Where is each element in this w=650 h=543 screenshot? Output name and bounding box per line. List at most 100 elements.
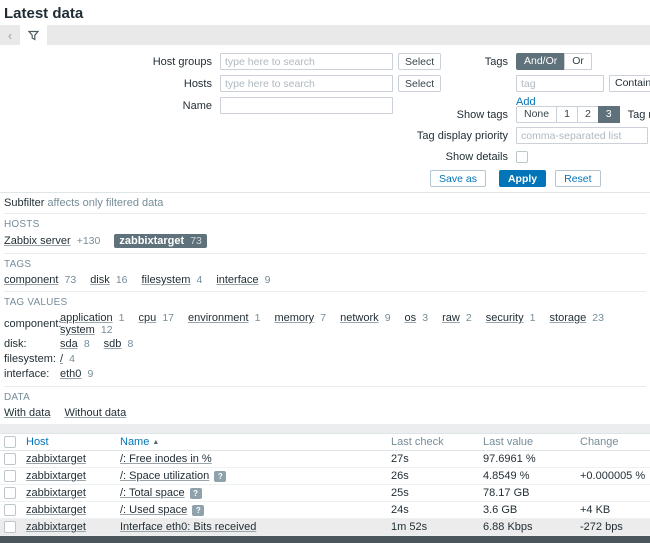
filter-tabstrip: ‹ [0,25,650,45]
subfilter-data-section: DATA With data Without data [4,387,646,424]
subfilter-tag-value-item[interactable]: raw 2 [442,312,472,324]
subfilter-tag-value-link[interactable]: os [404,312,417,324]
row-checkbox[interactable] [4,487,16,499]
subfilter-tag-value-link[interactable]: cpu [138,312,157,324]
host-link[interactable]: zabbixtarget [26,504,86,516]
show-tags-option[interactable]: 1 [556,106,578,123]
save-as-button[interactable]: Save as [430,170,486,187]
item-name-link[interactable]: /: Space utilization [120,470,210,482]
subfilter-tag-item[interactable]: interface 9 [216,274,270,286]
show-tags-option[interactable]: None [516,106,558,123]
subfilter-tag-link[interactable]: disk [90,274,110,286]
column-header-last-check: Last check [391,436,444,448]
subfilter-tag-link[interactable]: filesystem [141,274,191,286]
tag-value-row-filesystem: filesystem: / 4 [4,351,646,366]
show-tags-option[interactable]: 2 [576,106,599,123]
subfilter-tag-value-link[interactable]: / [60,352,64,365]
subfilter-tag-value-item[interactable]: storage 23 [550,312,604,324]
subfilter-tag-link[interactable]: interface [216,274,259,286]
subfilter-data-link[interactable]: Without data [64,407,127,419]
subfilter-tag-value-item[interactable]: system 12 [60,324,113,336]
subfilter-tag-value-item[interactable]: os 3 [405,312,429,324]
tags-operator-option[interactable]: Or [564,53,592,70]
apply-button[interactable]: Apply [498,170,547,187]
select-all-checkbox[interactable] [4,436,16,448]
subfilter-tag-value-link[interactable]: raw [442,312,460,324]
tag-value-row-component: component: application 1 cpu 17 environm… [4,312,646,336]
subfilter-tag-value-link[interactable]: memory [274,312,315,324]
tab-filter[interactable] [20,25,47,45]
show-details-checkbox[interactable] [516,150,528,163]
row-checkbox[interactable] [4,504,16,516]
subfilter-tag-value-link[interactable]: network [340,312,379,324]
tags-operator-option[interactable]: And/Or [516,53,566,70]
row-checkbox[interactable] [4,470,16,482]
subfilter-data-link[interactable]: With data [4,407,51,419]
collapse-filter-button[interactable]: ‹ [0,25,20,45]
subfilter-hosts-header: HOSTS [4,219,40,230]
description-info-icon[interactable]: ? [189,487,202,499]
tag-name-input[interactable] [516,75,604,92]
host-groups-input[interactable] [220,53,393,70]
last-value: 3.6 GB [483,504,518,516]
row-checkbox[interactable] [4,453,16,465]
column-header-name[interactable]: Name [120,436,150,448]
hosts-label: Hosts [183,77,212,90]
subfilter-tag-value-link[interactable]: system [60,324,95,336]
subfilter-tag-value-link[interactable]: eth0 [60,367,82,380]
subfilter-tag-value-link[interactable]: security [485,312,524,324]
host-link[interactable]: zabbixtarget [26,487,86,499]
subfilter-tag-link[interactable]: component [4,274,59,286]
last-value: 6.88 Kbps [483,521,533,533]
reset-button[interactable]: Reset [555,170,601,187]
subfilter-tag-value-item[interactable]: sdb 8 [104,338,134,350]
subfilter-tag-item[interactable]: filesystem 4 [142,274,203,286]
hosts-input[interactable] [220,75,393,92]
tag-match-select[interactable]: Contains [609,75,650,92]
column-header-host[interactable]: Host [26,436,49,448]
host-link[interactable]: zabbixtarget [26,521,86,533]
item-name-link[interactable]: /: Free inodes in % [120,453,212,465]
host-link[interactable]: zabbixtarget [26,470,86,482]
hosts-select-button[interactable]: Select [398,75,442,92]
tag-display-priority-input[interactable] [516,127,648,144]
subfilter-host-item[interactable]: zabbixtarget 73 [114,234,207,248]
subfilter-tag-value-link[interactable]: sdb [103,337,122,350]
subfilter-tag-value-item[interactable]: eth0 9 [60,368,93,380]
item-name-link[interactable]: /: Used space [120,504,188,516]
subfilter-tag-value-item[interactable]: security 1 [486,312,536,324]
subfilter-data-item[interactable]: With data [4,407,50,419]
subfilter-tag-value-item[interactable]: cpu 17 [139,312,175,324]
description-info-icon[interactable]: ? [214,470,227,482]
subfilter-tag-value-item[interactable]: / 4 [60,353,75,365]
last-check-value: 24s [391,504,409,516]
subfilter-tag-value-item[interactable]: environment 1 [188,312,260,324]
subfilter-tag-value-link[interactable]: storage [549,312,587,324]
last-value: 78.17 GB [483,487,530,499]
subfilter-host-link[interactable]: Zabbix server [4,235,71,247]
subfilter-tag-value-item[interactable]: application 1 [60,312,125,324]
tag-display-priority-label: Tag display priority [416,129,508,142]
change-value: +0.000005 % [580,470,646,482]
subfilter-data-item[interactable]: Without data [64,407,126,419]
item-name-link[interactable]: Interface eth0: Bits received [120,521,257,533]
host-groups-select-button[interactable]: Select [398,53,442,70]
row-checkbox[interactable] [4,521,16,533]
subfilter-tag-item[interactable]: disk 16 [90,274,127,286]
column-header-last-value: Last value [483,436,534,448]
show-tags-option[interactable]: 3 [597,106,620,123]
subfilter-tag-value-link[interactable]: sda [60,337,78,350]
subfilter-tag-value-item[interactable]: memory 7 [274,312,326,324]
item-name-link[interactable]: /: Total space [120,487,185,499]
subfilter-tag-value-item[interactable]: network 9 [340,312,390,324]
subfilter-host-link[interactable]: zabbixtarget [119,235,185,247]
subfilter-tag-value-item[interactable]: sda 8 [60,338,90,350]
host-link[interactable]: zabbixtarget [26,453,86,465]
name-input[interactable] [220,97,393,114]
description-info-icon[interactable]: ? [192,504,205,516]
subfilter-tag-item[interactable]: component 73 [4,274,76,286]
subfilter-tag-value-link[interactable]: environment [188,312,249,324]
subfilter-tag-value-link[interactable]: application [60,312,113,324]
subfilter-host-item[interactable]: Zabbix server +130 [4,235,100,247]
bottom-scrollbar[interactable] [0,536,650,543]
